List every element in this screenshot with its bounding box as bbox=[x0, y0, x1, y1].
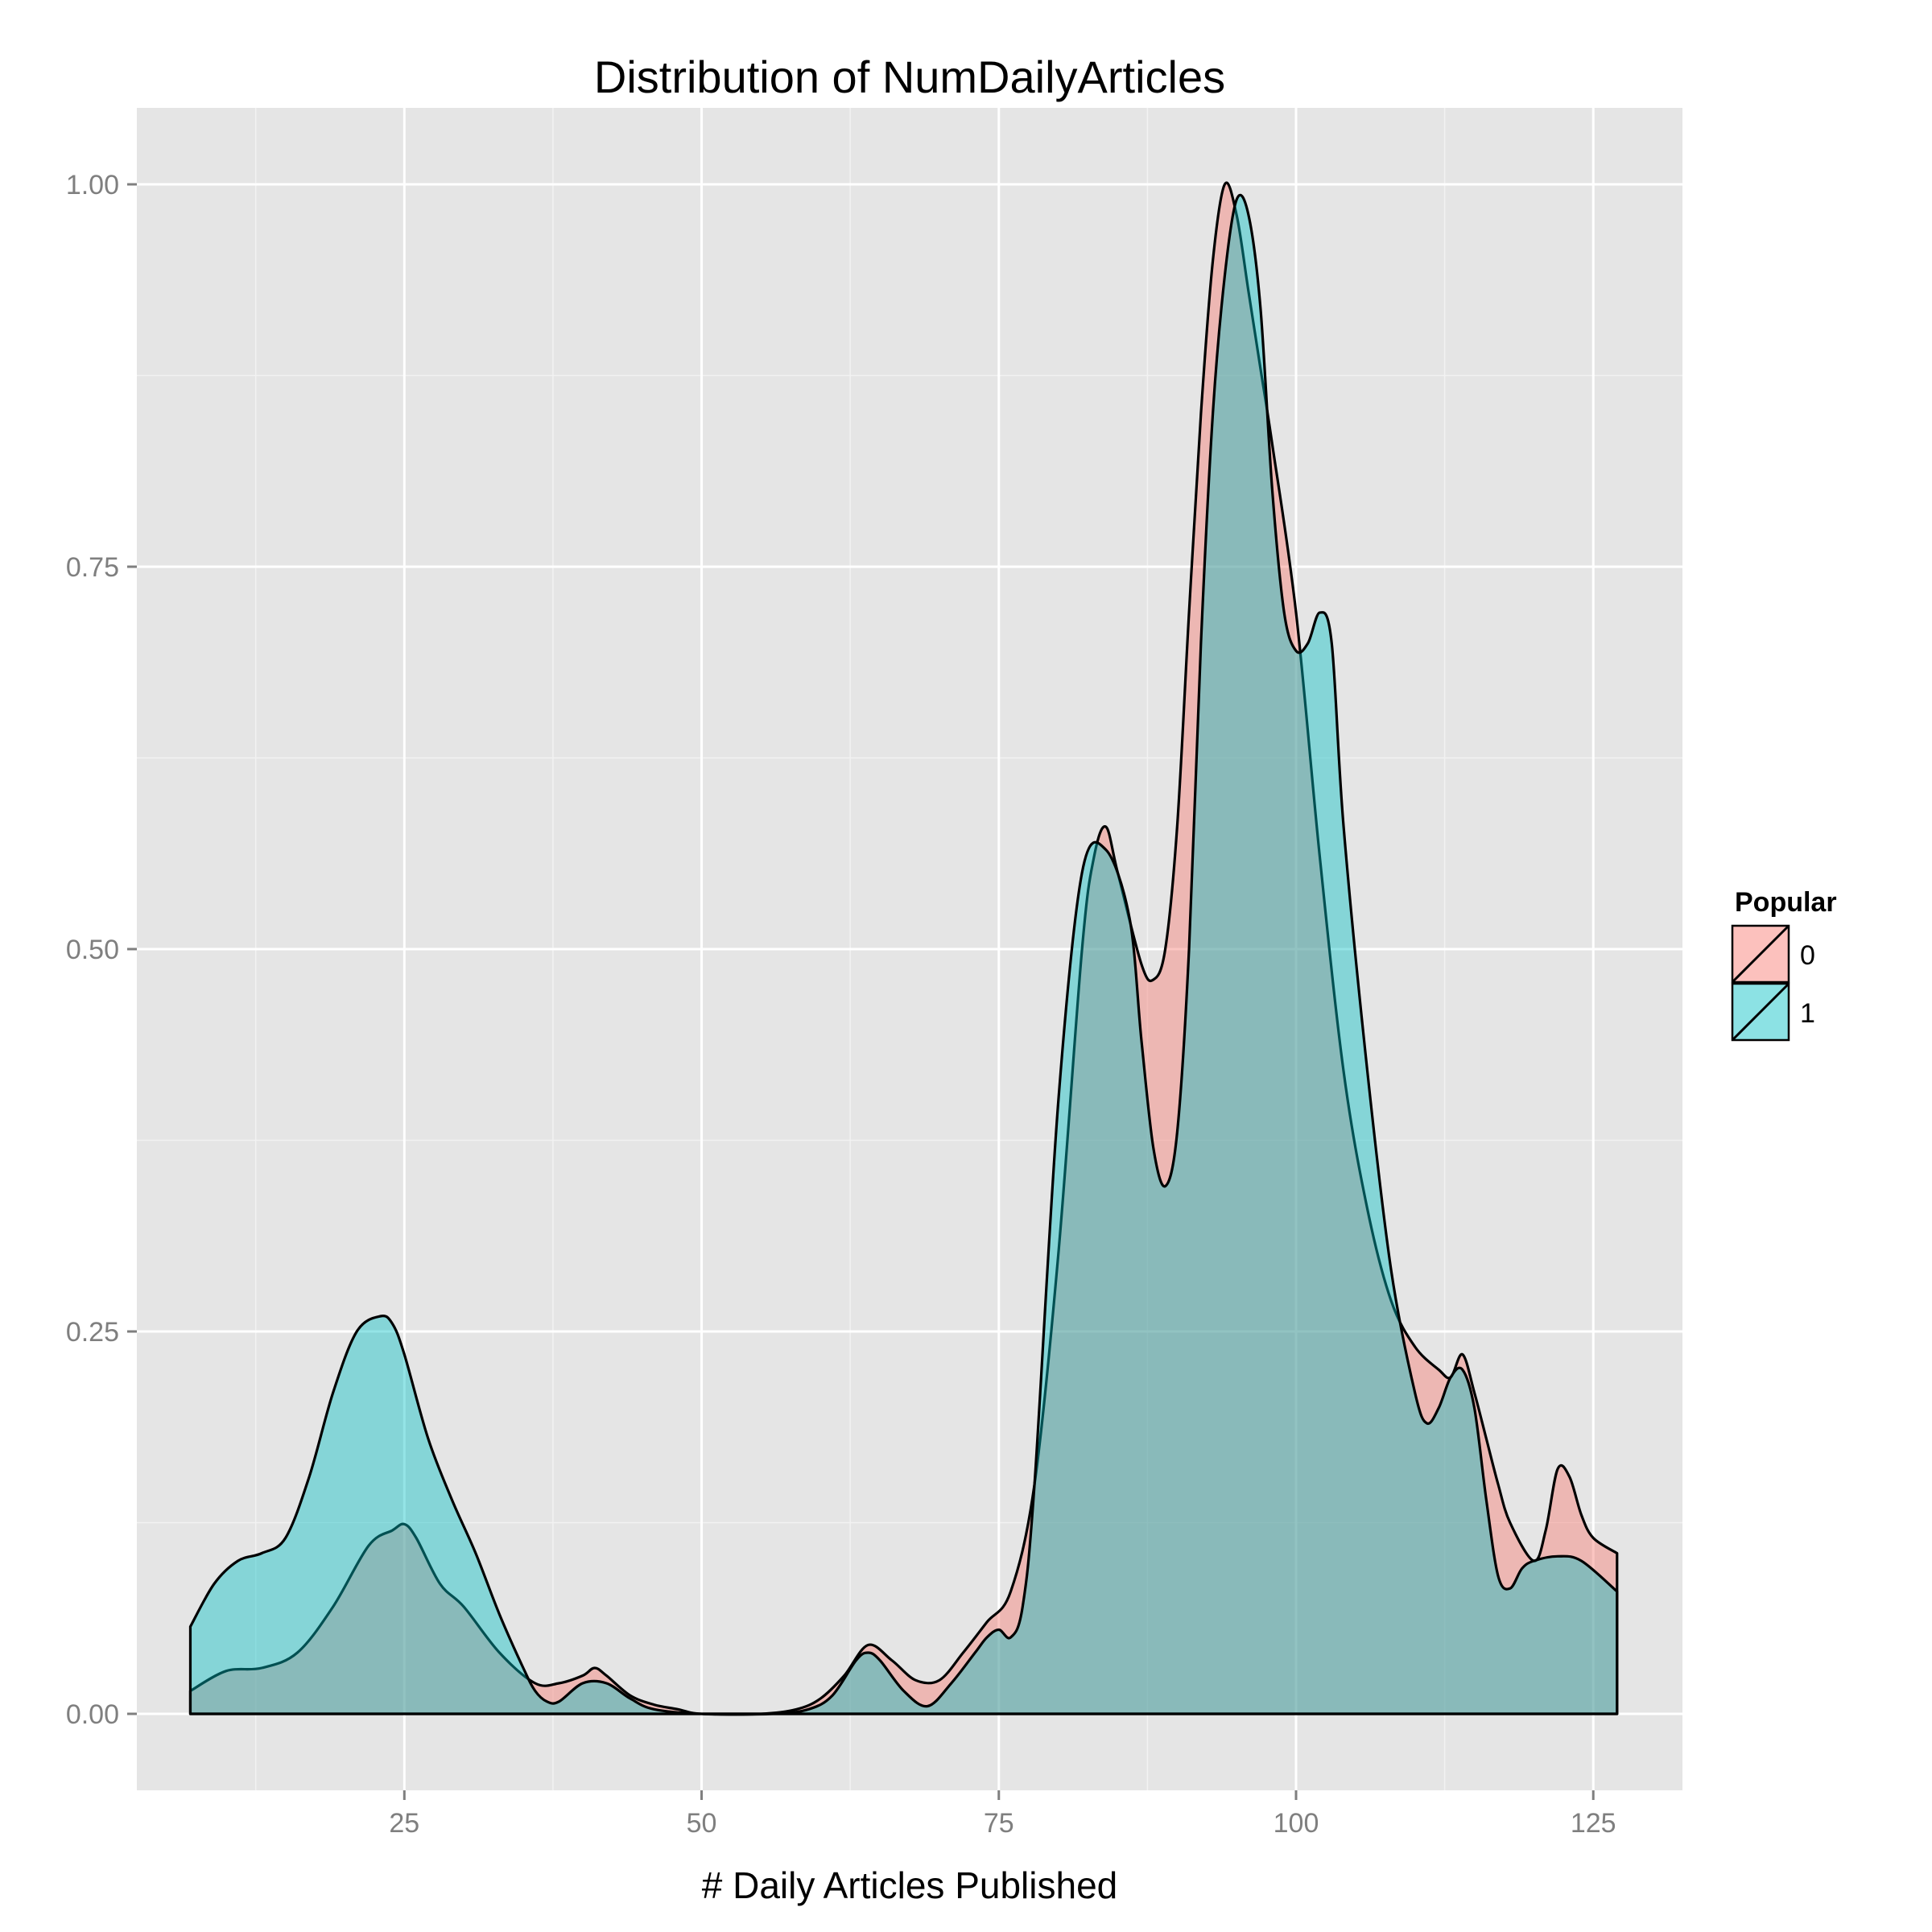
x-tick-label: 125 bbox=[1571, 1808, 1616, 1839]
chart-title: Distribution of NumDailyArticles bbox=[594, 52, 1225, 102]
density-area-0 bbox=[188, 181, 1619, 1716]
x-tick-label: 75 bbox=[984, 1808, 1014, 1839]
legend-label-0: 0 bbox=[1800, 940, 1815, 971]
y-tick-label: 0.25 bbox=[66, 1317, 119, 1348]
y-tick-label: 0.50 bbox=[66, 935, 119, 965]
legend-item-0: 0 bbox=[1731, 924, 1815, 984]
legend-key-0-slash bbox=[1731, 924, 1790, 984]
x-tick-label: 50 bbox=[687, 1808, 717, 1839]
legend-item-1: 1 bbox=[1731, 982, 1815, 1042]
y-tick-label: 1.00 bbox=[66, 170, 119, 200]
x-tick-label: 100 bbox=[1274, 1808, 1319, 1839]
y-tick-label: 0.75 bbox=[66, 552, 119, 583]
x-tick-label: 25 bbox=[389, 1808, 419, 1839]
legend-label-1: 1 bbox=[1800, 998, 1815, 1029]
x-axis-label: # Daily Articles Published bbox=[702, 1864, 1117, 1906]
axes: 25 50 75 100 125 0.00 0.25 0.50 0.75 1.00 bbox=[66, 170, 1616, 1839]
density-areas bbox=[188, 181, 1619, 1716]
y-tick-label: 0.00 bbox=[66, 1699, 119, 1730]
legend: Popular 0 1 bbox=[1731, 887, 1837, 1042]
legend-key-1-slash bbox=[1731, 982, 1790, 1042]
legend-title: Popular bbox=[1735, 887, 1837, 918]
density-area-1 bbox=[188, 193, 1619, 1716]
